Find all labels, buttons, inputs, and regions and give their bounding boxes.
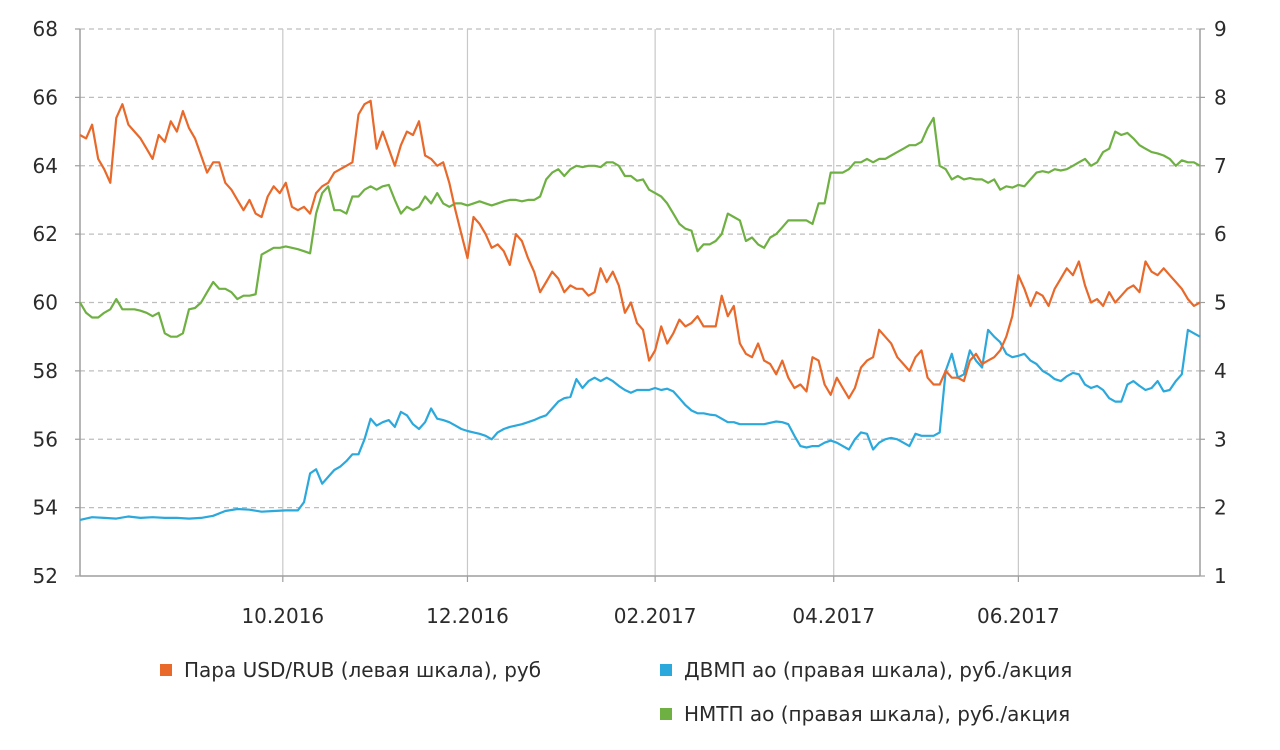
- legend-item: ДВМП ао (правая шкала), руб./акция: [660, 658, 1072, 682]
- right-tick-label: 1: [1214, 564, 1227, 588]
- x-tick-label: 12.2016: [426, 604, 509, 628]
- x-tick-label: 04.2017: [792, 604, 875, 628]
- left-tick-label: 52: [33, 564, 58, 588]
- series-layer: [79, 99, 1201, 521]
- legend-swatch: [660, 708, 672, 720]
- x-tick-label: 10.2016: [241, 604, 324, 628]
- x-tick-label: 02.2017: [614, 604, 697, 628]
- grid: [80, 28, 1200, 576]
- right-tick-label: 7: [1214, 154, 1227, 178]
- left-tick-label: 64: [33, 154, 58, 178]
- left-tick-label: 62: [33, 222, 58, 246]
- left-tick-label: 60: [33, 291, 58, 315]
- right-tick-label: 5: [1214, 291, 1227, 315]
- axes: [75, 28, 1205, 582]
- right-tick-label: 3: [1214, 427, 1227, 451]
- legend-swatch: [660, 664, 672, 676]
- legend-label: ДВМП ао (правая шкала), руб./акция: [684, 658, 1073, 682]
- series-line-1: [79, 328, 1201, 521]
- right-tick-label: 6: [1214, 222, 1227, 246]
- legend-label: НМТП ао (правая шкала), руб./акция: [684, 702, 1071, 726]
- left-tick-label: 66: [33, 85, 58, 109]
- x-tick-label: 06.2017: [977, 604, 1060, 628]
- series-line-0: [79, 99, 1201, 400]
- right-tick-label: 9: [1214, 17, 1227, 41]
- legend-label: Пара USD/RUB (левая шкала), руб: [184, 658, 542, 682]
- left-tick-label: 56: [33, 427, 58, 451]
- left-tick-label: 54: [33, 496, 58, 520]
- series-line-2: [79, 116, 1201, 338]
- right-tick-label: 4: [1214, 359, 1227, 383]
- left-tick-label: 58: [33, 359, 58, 383]
- legend-swatch: [160, 664, 172, 676]
- legend-item: НМТП ао (правая шкала), руб./акция: [660, 702, 1070, 726]
- left-tick-label: 68: [33, 17, 58, 41]
- right-tick-label: 8: [1214, 85, 1227, 109]
- right-tick-label: 2: [1214, 496, 1227, 520]
- legend-item: Пара USD/RUB (левая шкала), руб: [160, 658, 541, 682]
